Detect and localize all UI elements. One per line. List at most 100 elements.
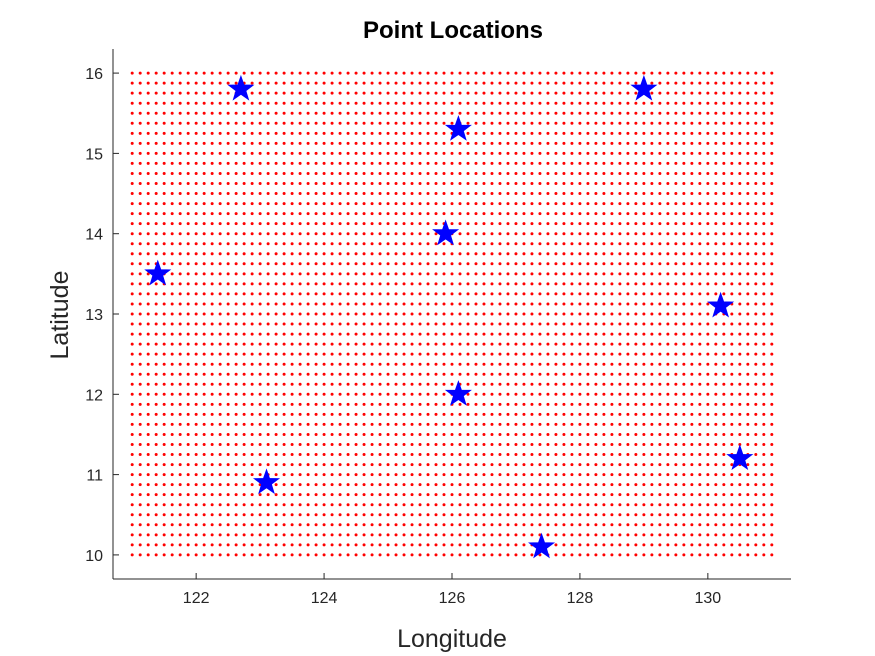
grid-point <box>522 131 526 135</box>
grid-point <box>410 262 414 266</box>
grid-point <box>682 131 686 135</box>
grid-point <box>274 483 278 487</box>
grid-point <box>186 242 190 246</box>
grid-point <box>226 312 230 316</box>
grid-point <box>242 202 246 206</box>
grid-point <box>290 442 294 446</box>
grid-point <box>482 372 486 376</box>
grid-point <box>370 513 374 517</box>
grid-point <box>138 513 142 517</box>
grid-point <box>746 242 750 246</box>
grid-point <box>170 453 174 457</box>
grid-point <box>578 473 582 477</box>
grid-point <box>578 131 582 135</box>
grid-point <box>170 342 174 346</box>
grid-point <box>202 242 206 246</box>
grid-point <box>242 352 246 356</box>
grid-point <box>154 342 158 346</box>
grid-point <box>722 523 726 527</box>
grid-point <box>618 222 622 226</box>
grid-point <box>586 463 590 467</box>
grid-point <box>682 111 686 115</box>
grid-point <box>322 523 326 527</box>
grid-point <box>690 292 694 296</box>
star-point <box>432 219 460 246</box>
grid-point <box>602 402 606 406</box>
grid-point <box>594 192 598 196</box>
grid-point <box>402 292 406 296</box>
grid-point <box>698 272 702 276</box>
grid-point <box>594 523 598 527</box>
grid-point <box>554 513 558 517</box>
grid-point <box>146 543 150 547</box>
grid-point <box>250 332 254 336</box>
grid-point <box>346 442 350 446</box>
grid-point <box>162 432 166 436</box>
grid-point <box>426 101 430 105</box>
grid-point <box>210 212 214 216</box>
grid-point <box>202 312 206 316</box>
grid-point <box>218 503 222 507</box>
grid-point <box>394 91 398 95</box>
grid-point <box>450 493 454 497</box>
grid-point <box>506 523 510 527</box>
grid-point <box>650 202 654 206</box>
grid-point <box>586 101 590 105</box>
grid-point <box>218 252 222 256</box>
grid-point <box>642 212 646 216</box>
grid-point <box>522 262 526 266</box>
grid-point <box>266 292 270 296</box>
grid-point <box>674 493 678 497</box>
grid-point <box>754 483 758 487</box>
grid-point <box>458 302 462 306</box>
grid-point <box>674 71 678 75</box>
grid-point <box>314 151 318 155</box>
grid-point <box>754 262 758 266</box>
grid-point <box>338 422 342 426</box>
grid-point <box>242 422 246 426</box>
grid-point <box>298 432 302 436</box>
grid-point <box>450 533 454 537</box>
grid-point <box>178 192 182 196</box>
grid-point <box>458 262 462 266</box>
grid-point <box>194 232 198 236</box>
grid-point <box>650 382 654 386</box>
grid-point <box>362 332 366 336</box>
grid-point <box>346 402 350 406</box>
grid-point <box>650 342 654 346</box>
grid-point <box>770 352 774 356</box>
grid-point <box>658 533 662 537</box>
grid-point <box>666 483 670 487</box>
grid-point <box>578 222 582 226</box>
grid-point <box>698 442 702 446</box>
grid-point <box>298 513 302 517</box>
grid-point <box>490 282 494 286</box>
grid-point <box>450 503 454 507</box>
grid-point <box>530 242 534 246</box>
grid-point <box>498 151 502 155</box>
grid-point <box>234 151 238 155</box>
grid-point <box>194 553 198 557</box>
grid-point <box>186 202 190 206</box>
grid-point <box>202 362 206 366</box>
grid-point <box>146 493 150 497</box>
grid-point <box>314 382 318 386</box>
grid-point <box>514 422 518 426</box>
grid-point <box>466 513 470 517</box>
grid-point <box>338 392 342 396</box>
grid-point <box>698 212 702 216</box>
grid-point <box>602 382 606 386</box>
grid-point <box>242 543 246 547</box>
grid-point <box>154 422 158 426</box>
grid-point <box>266 242 270 246</box>
grid-point <box>322 131 326 135</box>
grid-point <box>722 212 726 216</box>
grid-point <box>146 272 150 276</box>
grid-point <box>458 222 462 226</box>
grid-point <box>562 553 566 557</box>
grid-point <box>338 442 342 446</box>
grid-point <box>346 473 350 477</box>
grid-point <box>610 533 614 537</box>
grid-point <box>146 101 150 105</box>
grid-point <box>186 141 190 145</box>
